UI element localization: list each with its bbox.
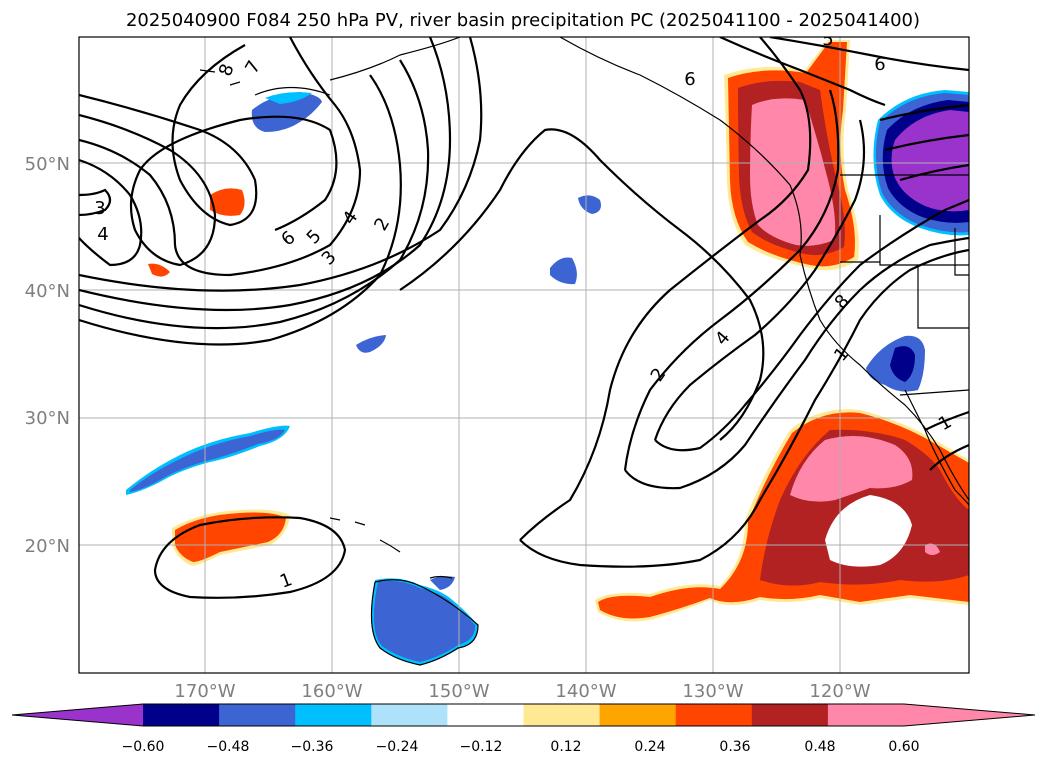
figure-title: 2025040900 F084 250 hPa PV, river basin … <box>126 10 920 31</box>
lon-label: 140°W <box>555 681 616 702</box>
colorbar-tick-label: −0.12 <box>460 739 503 755</box>
coast-north-america <box>559 37 969 501</box>
coast-baja <box>904 389 969 506</box>
pc-region-negative-hawaii-36 <box>373 580 476 662</box>
pc-region-negative-gulf-alaska <box>251 92 322 132</box>
colorbar-segment <box>827 704 905 726</box>
latitude-labels: 50°N 40°N 30°N 20°N <box>25 154 70 557</box>
colorbar-tick-label: −0.60 <box>122 739 165 755</box>
colorbar-tick-label: 0.24 <box>634 739 665 755</box>
pc-region-positive-pnw-60 <box>750 98 836 246</box>
lon-label: 150°W <box>428 681 489 702</box>
pc-region-negative-small-2 <box>578 195 601 214</box>
colorbar-tick-label: 0.48 <box>804 739 835 755</box>
lat-label: 30°N <box>25 408 70 429</box>
colorbar-tick-label: 0.12 <box>550 739 581 755</box>
contour-label: 6 <box>874 54 885 75</box>
lat-label: 50°N <box>25 154 70 175</box>
contour-label: 5 <box>822 29 833 50</box>
lat-label: 40°N <box>25 281 70 302</box>
colorbar-segment <box>523 704 601 726</box>
map-frame <box>78 36 970 674</box>
pc-region-positive-dateline <box>210 188 245 216</box>
colorbar-segment <box>447 704 524 726</box>
pc-region-negative-socal-48 <box>890 346 915 382</box>
colorbar-segment <box>143 704 220 726</box>
pc-region-negative-small-1 <box>550 257 577 285</box>
colorbar-segment <box>295 704 372 726</box>
colorbar-tick-label: 0.60 <box>888 739 919 755</box>
colorbar-tick-label: 0.36 <box>719 739 750 755</box>
coast-hawaii <box>329 517 479 666</box>
colorbar-extend-max <box>904 704 1035 726</box>
pc-region-mexico-hole <box>825 495 912 567</box>
colorbar-outline <box>11 703 1036 727</box>
colorbar-extend-min <box>12 704 143 726</box>
pv-contours <box>79 37 969 599</box>
colorbar <box>11 703 1036 727</box>
colorbar-segment <box>599 704 677 726</box>
colorbar-tick-label: −0.48 <box>207 739 250 755</box>
colorbar-segment <box>219 704 296 726</box>
colorbar-tick-label: −0.24 <box>376 739 419 755</box>
lat-label: 20°N <box>25 536 70 557</box>
colorbar-segment <box>675 704 753 726</box>
contour-label: 4 <box>97 224 108 245</box>
pc-shading-layer <box>126 40 969 665</box>
contour-label: 6 <box>684 69 695 90</box>
pc-region-negative-band-36 <box>130 429 285 492</box>
pc-region-positive-mexico-60 <box>790 436 913 502</box>
colorbar-segment <box>751 704 829 726</box>
longitude-labels: 170°W 160°W 150°W 140°W 130°W 120°W <box>174 681 870 702</box>
lon-label: 130°W <box>682 681 743 702</box>
pc-region-positive-baja-60 <box>925 543 940 555</box>
pc-region-negative-rockies-60 <box>891 110 969 212</box>
colorbar-segment <box>371 704 448 726</box>
border-us-mexico <box>899 389 969 396</box>
lon-label: 170°W <box>174 681 235 702</box>
pc-region-negative-small-4 <box>430 576 455 590</box>
colorbar-tick-label: −0.36 <box>291 739 334 755</box>
pc-region-positive-small <box>148 263 170 277</box>
border-states <box>840 215 969 329</box>
lon-label: 120°W <box>809 681 870 702</box>
lon-label: 160°W <box>301 681 362 702</box>
pc-region-negative-gulf-alaska-24 <box>265 92 312 104</box>
contour-label: 3 <box>94 198 105 219</box>
colorbar-ticks: −0.60 −0.48 −0.36 −0.24 −0.12 0.12 0.24 … <box>122 739 920 755</box>
pc-region-negative-small-3 <box>356 335 386 353</box>
